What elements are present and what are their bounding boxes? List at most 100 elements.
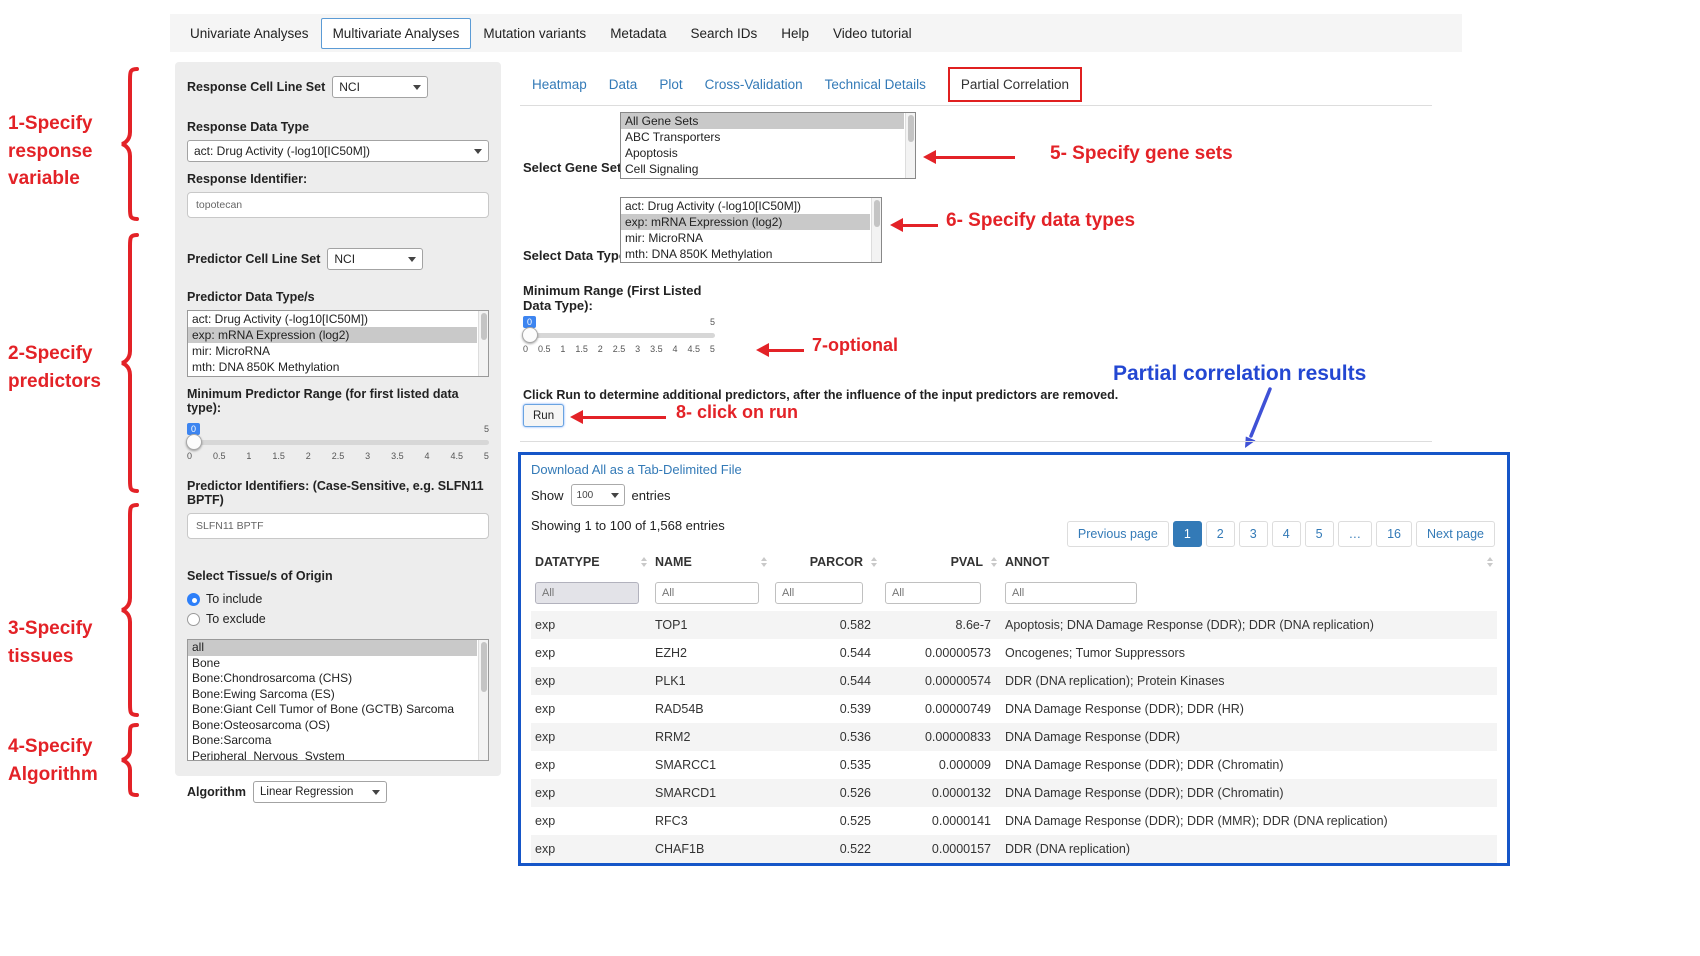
min-range-slider[interactable]: 0 5 0 0.5 1 1.5 2 2.5 3 3.5 4 4.5 5	[522, 316, 715, 360]
page-number-button[interactable]: 16	[1376, 521, 1413, 547]
nav-item[interactable]: Metadata	[610, 25, 667, 41]
sort-icon[interactable]	[1487, 557, 1493, 567]
run-button[interactable]: Run	[523, 404, 565, 427]
tab[interactable]: Partial Correlation	[947, 67, 1082, 102]
listbox-option[interactable]: Peripheral_Nervous_System	[192, 748, 345, 761]
column-header-datatype[interactable]: DATATYPE	[535, 555, 600, 569]
column-header-parcor[interactable]: PARCOR	[809, 555, 863, 569]
cell-datatype: exp	[535, 730, 556, 744]
scrollbar[interactable]	[478, 311, 488, 376]
cell-annot: Oncogenes; Tumor Suppressors	[1005, 646, 1185, 660]
table-row[interactable]: exp SMARCD1 0.526 0.0000132 DNA Damage R…	[531, 779, 1497, 807]
listbox-option[interactable]: ABC Transporters	[625, 130, 721, 144]
listbox-option[interactable]: act: Drug Activity (-log10[IC50M])	[625, 199, 802, 213]
listbox-option[interactable]: Bone	[192, 655, 221, 670]
table-row[interactable]: exp EZH2 0.544 0.00000573 Oncogenes; Tum…	[531, 639, 1497, 667]
tissues-listbox[interactable]: all Bone Bone:Chondrosarcoma (CHS) Bone:…	[187, 639, 489, 761]
tissue-include-radio[interactable]: To include	[187, 592, 489, 606]
nav-item[interactable]: Search IDs	[690, 25, 758, 41]
table-row[interactable]: exp CHAF1B 0.522 0.0000157 DDR (DNA repl…	[531, 835, 1497, 863]
page-number-button[interactable]: 4	[1271, 521, 1301, 547]
scrollbar-thumb[interactable]	[481, 313, 487, 341]
listbox-option[interactable]: mir: MicroRNA	[192, 344, 270, 358]
predictor-data-types-listbox[interactable]: act: Drug Activity (-log10[IC50M]) exp: …	[187, 310, 489, 377]
listbox-option[interactable]: mth: DNA 850K Methylation	[625, 247, 773, 261]
sort-icon[interactable]	[641, 557, 647, 567]
listbox-option[interactable]: all	[188, 640, 477, 656]
nav-item[interactable]: Mutation variants	[483, 25, 587, 41]
sort-icon[interactable]	[761, 557, 767, 567]
table-row[interactable]: exp RAD54B 0.539 0.00000749 DNA Damage R…	[531, 695, 1497, 723]
tab[interactable]: Plot	[659, 77, 683, 92]
scrollbar-thumb[interactable]	[481, 642, 487, 693]
cell-datatype: exp	[535, 702, 556, 716]
nav-item[interactable]: Video tutorial	[833, 25, 912, 41]
table-row[interactable]: exp TOP1 0.582 8.6e-7 Apoptosis; DNA Dam…	[531, 611, 1497, 639]
min-predictor-range-slider[interactable]: 0 5 0 0.5 1 1.5 2 2.5 3 3.5 4 4	[186, 423, 489, 467]
listbox-option[interactable]: Bone:Osteosarcoma (OS)	[192, 717, 331, 732]
nav-item[interactable]: Multivariate Analyses	[320, 17, 472, 49]
slider-track[interactable]	[187, 440, 489, 445]
filter-input-parcor[interactable]	[775, 582, 863, 604]
tab[interactable]: Technical Details	[824, 77, 926, 92]
previous-page-button[interactable]: Previous page	[1066, 521, 1169, 547]
scrollbar[interactable]	[905, 113, 915, 178]
listbox-option[interactable]: Bone:Ewing Sarcoma (ES)	[192, 686, 335, 701]
slider-handle[interactable]	[522, 327, 538, 343]
listbox-option[interactable]: Bone:Chondrosarcoma (CHS)	[192, 671, 353, 685]
tissue-exclude-radio[interactable]: To exclude	[187, 612, 489, 626]
tab[interactable]: Heatmap	[532, 77, 587, 92]
predictor-identifiers-input[interactable]	[187, 513, 489, 539]
algorithm-select[interactable]: Linear Regression	[253, 781, 388, 803]
listbox-option[interactable]: Bone:Giant Cell Tumor of Bone (GCTB) Sar…	[192, 702, 455, 716]
predictor-cell-line-set-label: Predictor Cell Line Set	[187, 252, 321, 266]
listbox-option[interactable]: Bone:Sarcoma	[192, 733, 272, 747]
scrollbar-thumb[interactable]	[908, 115, 914, 143]
filter-input-annot[interactable]	[1005, 582, 1137, 604]
listbox-option[interactable]: mth: DNA 850K Methylation	[192, 360, 340, 374]
page-number-button[interactable]: 3	[1238, 521, 1268, 547]
sort-icon[interactable]	[871, 557, 877, 567]
response-data-type-select[interactable]: act: Drug Activity (-log10[IC50M])	[187, 140, 489, 162]
listbox-option[interactable]: mir: MicroRNA	[625, 231, 703, 245]
sort-icon[interactable]	[991, 557, 997, 567]
scrollbar-thumb[interactable]	[874, 200, 880, 227]
predictor-cell-line-set-select[interactable]: NCI	[327, 248, 424, 270]
listbox-option[interactable]: exp: mRNA Expression (log2)	[621, 214, 870, 230]
tab[interactable]: Cross-Validation	[704, 77, 803, 92]
response-identifier-input[interactable]	[187, 192, 489, 218]
listbox-option[interactable]: All Gene Sets	[621, 113, 904, 129]
next-page-button[interactable]: Next page	[1416, 521, 1495, 547]
listbox-option[interactable]: act: Drug Activity (-log10[IC50M])	[192, 312, 369, 326]
column-header-annot[interactable]: ANNOT	[1005, 555, 1050, 569]
page-number-button[interactable]: 1	[1172, 521, 1202, 547]
listbox-option[interactable]: Apoptosis	[625, 146, 678, 160]
data-types-listbox[interactable]: act: Drug Activity (-log10[IC50M]) exp: …	[620, 197, 882, 263]
filter-input-name[interactable]	[655, 582, 759, 604]
slider-handle[interactable]	[186, 434, 202, 450]
page-number-button[interactable]: …	[1337, 521, 1373, 547]
download-link[interactable]: Download All as a Tab-Delimited File	[531, 462, 742, 477]
listbox-option[interactable]: Cell Signaling	[625, 162, 699, 176]
page-number-button[interactable]: 5	[1304, 521, 1334, 547]
scrollbar[interactable]	[871, 198, 881, 262]
gene-sets-listbox[interactable]: All Gene Sets ABC Transporters Apoptosis…	[620, 112, 916, 179]
slider-track[interactable]	[523, 333, 715, 338]
tab[interactable]: Data	[608, 77, 638, 92]
entries-count-select[interactable]: 100	[570, 484, 625, 506]
table-row[interactable]: exp SMARCC1 0.535 0.000009 DNA Damage Re…	[531, 751, 1497, 779]
filter-input-datatype[interactable]	[535, 582, 639, 604]
listbox-option[interactable]: exp: mRNA Expression (log2)	[188, 327, 477, 343]
filter-input-pval[interactable]	[885, 582, 981, 604]
tissue-exclude-label: To exclude	[206, 612, 266, 626]
page-number-button[interactable]: 2	[1205, 521, 1235, 547]
response-cell-line-set-select[interactable]: NCI	[332, 76, 429, 98]
scrollbar[interactable]	[478, 640, 488, 760]
table-row[interactable]: exp RRM2 0.536 0.00000833 DNA Damage Res…	[531, 723, 1497, 751]
table-row[interactable]: exp PLK1 0.544 0.00000574 DDR (DNA repli…	[531, 667, 1497, 695]
column-header-pval[interactable]: PVAL	[950, 555, 983, 569]
nav-item[interactable]: Help	[781, 25, 810, 41]
column-header-name[interactable]: NAME	[655, 555, 692, 569]
nav-item[interactable]: Univariate Analyses	[190, 25, 309, 41]
table-row[interactable]: exp RFC3 0.525 0.0000141 DNA Damage Resp…	[531, 807, 1497, 835]
